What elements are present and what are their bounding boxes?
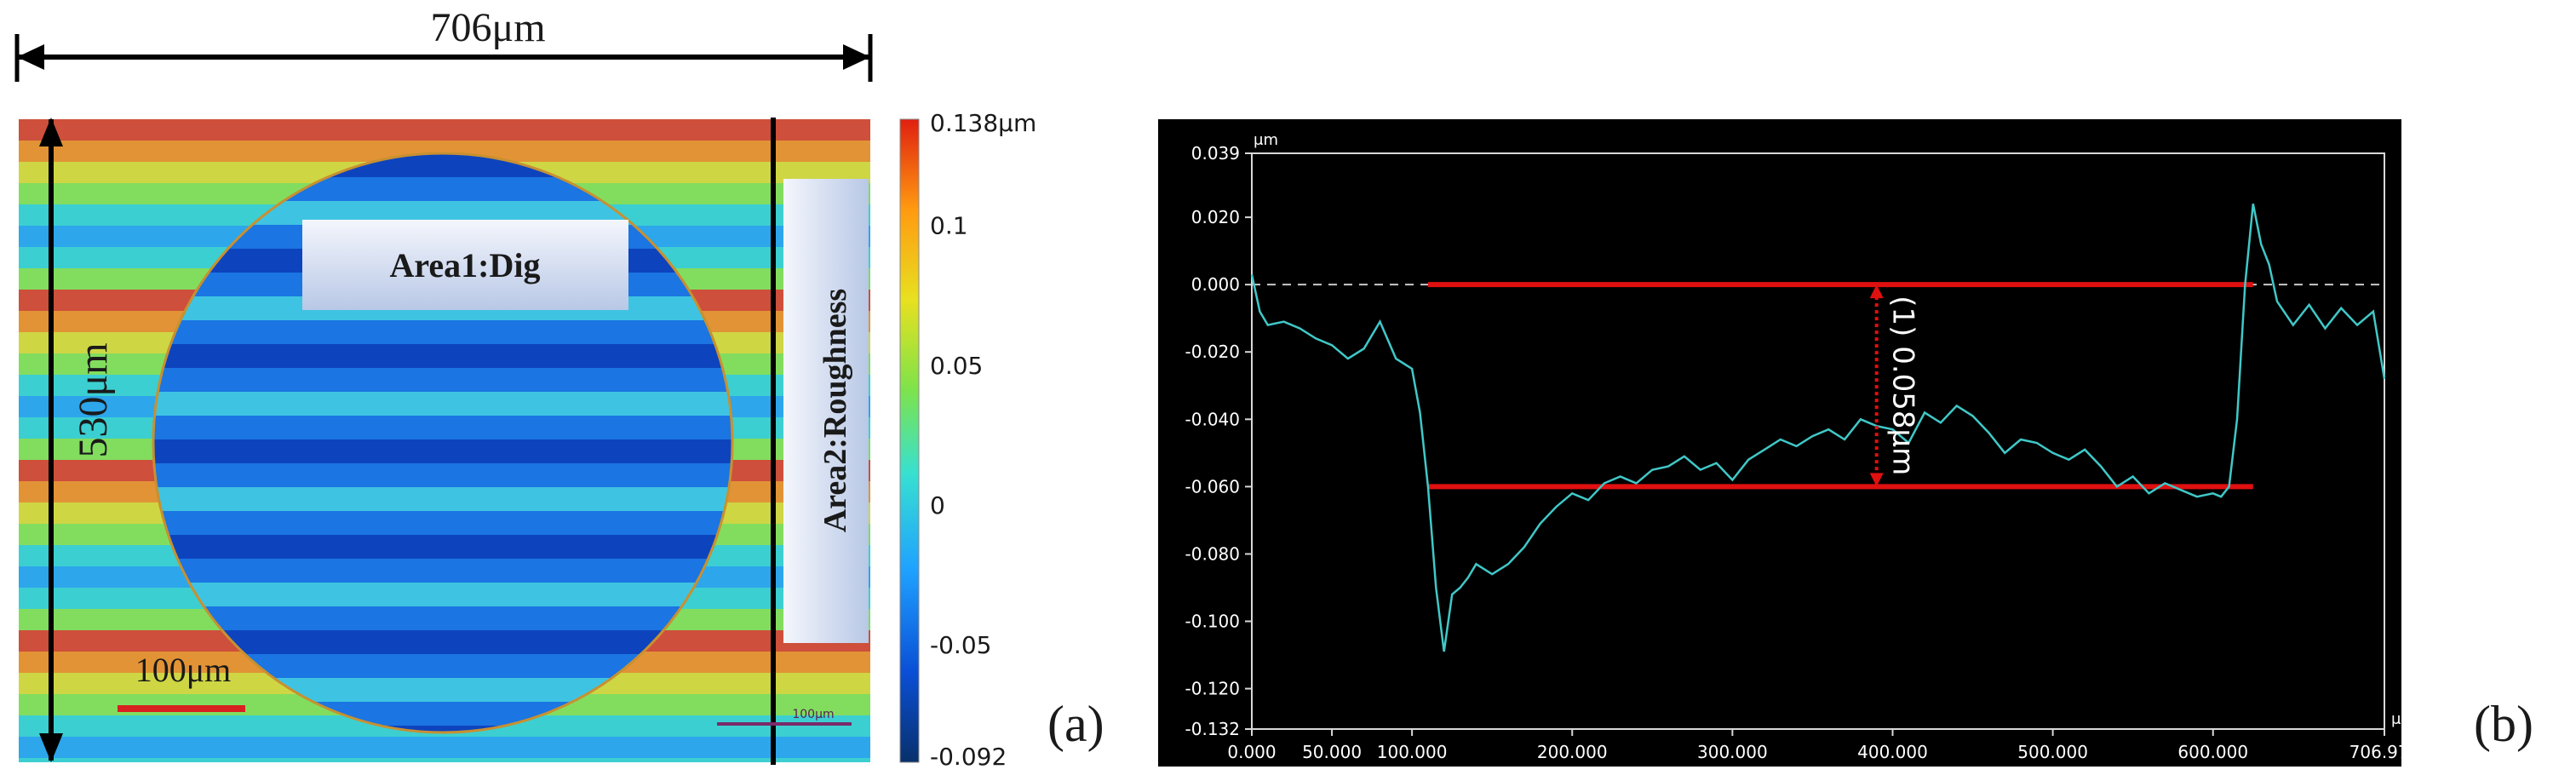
x-tick-label: 50.000 (1302, 742, 1362, 762)
panel-b-label: (b) (2474, 696, 2533, 752)
measurement-marker (1869, 284, 1884, 487)
y-tick-label: -0.020 (1185, 342, 1240, 362)
scale-bar-label: 100μm (135, 651, 232, 689)
colorbar-min-label: -0.092 (930, 743, 1007, 771)
y-tick-label: 0.000 (1191, 274, 1240, 295)
x-tick-label: 400.000 (1857, 742, 1928, 762)
width-arrow-head-left (17, 44, 44, 70)
x-tick-label: 0.000 (1227, 742, 1276, 762)
x-tick-label: 600.000 (2177, 742, 2248, 762)
small-scale-label: 100μm (792, 708, 834, 721)
area2-label: Area2:Roughness (818, 289, 853, 532)
x-tick-label: 706.978 (2349, 742, 2420, 762)
y-axis-ticks: 0.039 0.020 0.000 -0.020 -0.040 -0.060 -0.080 -… (1185, 143, 1252, 739)
profile-line (1250, 204, 2386, 652)
width-label: 706μm (430, 5, 545, 50)
plot-background (1158, 119, 2401, 767)
y-unit-label: μm (1254, 131, 1278, 149)
x-tick-label: 100.000 (1377, 742, 1448, 762)
height-label: 530μm (71, 342, 116, 457)
height-arrow-head-bottom (39, 733, 63, 762)
y-tick-label: -0.120 (1185, 679, 1240, 699)
colorbar-tick-label: 0 (930, 491, 945, 520)
y-tick-label: 0.020 (1191, 207, 1240, 227)
colorbar-tick-label: -0.05 (930, 631, 991, 659)
y-tick-label: -0.080 (1185, 543, 1240, 564)
x-tick-label: 200.000 (1537, 742, 1608, 762)
measurement-arrow-bottom (1869, 473, 1884, 487)
colorbar-tick-label: 0.1 (930, 212, 968, 240)
colorbar-tick-label: 0.05 (930, 352, 983, 380)
y-tick-label: -0.040 (1185, 409, 1240, 429)
panel-a-label: (a) (1047, 696, 1104, 752)
x-unit-label: μm (2391, 710, 2416, 728)
height-arrow-head-top (39, 118, 63, 146)
y-tick-label: -0.100 (1185, 611, 1240, 631)
measurement-arrow-top (1869, 284, 1884, 299)
area2-label-box (783, 179, 869, 643)
area1-label-box (302, 220, 628, 310)
x-tick-label: 300.000 (1697, 742, 1768, 762)
colorbar-ticks: 0.1 0.05 0 -0.05 (930, 212, 991, 659)
panel-a: Area1:Dig Area2:Roughness 706μm 530μm 10… (14, 5, 1104, 771)
y-tick-label: -0.060 (1185, 476, 1240, 497)
x-axis-ticks: 0.000 50.000 100.000 200.000 300.000 400.000 5… (1227, 729, 2419, 762)
plot-frame (1251, 152, 2385, 730)
y-tick-label: 0.039 (1191, 143, 1240, 164)
colorbar (899, 118, 920, 763)
reference-lines (1427, 282, 2253, 490)
y-tick-label: -0.132 (1185, 719, 1240, 739)
measurement-label: (1) 0.058μm (1886, 296, 1920, 475)
width-arrow-head-right (843, 44, 870, 70)
colorbar-max-label: 0.138μm (930, 109, 1036, 137)
x-tick-label: 500.000 (2017, 742, 2088, 762)
area1-label: Area1:Dig (390, 246, 541, 284)
